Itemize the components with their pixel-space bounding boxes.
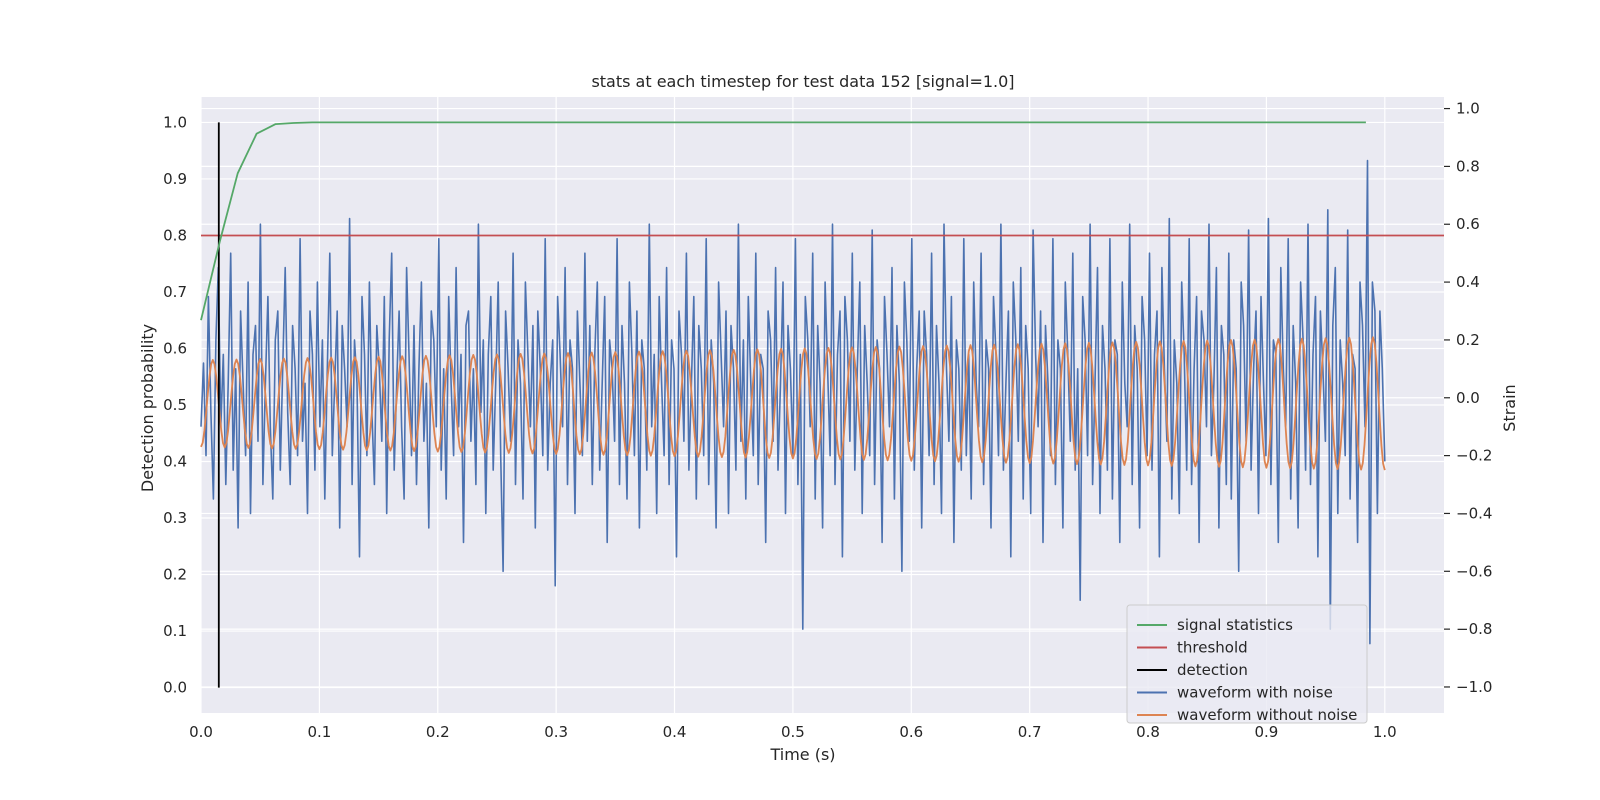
x-tick-label: 0.7 — [1018, 723, 1042, 741]
legend-label-waveform-with-noise: waveform with noise — [1177, 684, 1333, 702]
y-right-tick-label: −0.4 — [1456, 504, 1492, 522]
y-right-tick-label: −0.2 — [1456, 447, 1492, 465]
x-tick-label: 0.3 — [544, 723, 568, 741]
x-tick-label: 0.4 — [663, 723, 687, 741]
y-left-tick-label: 0.1 — [163, 622, 187, 640]
y-right-tick-label: −0.6 — [1456, 562, 1492, 580]
y-right-tick-label: 1.0 — [1456, 100, 1480, 118]
legend-label-threshold: threshold — [1177, 639, 1248, 657]
y-right-tick-label: 0.4 — [1456, 273, 1480, 291]
y-left-tick-label: 0.8 — [163, 226, 187, 244]
legend-label-signal-statistics: signal statistics — [1177, 616, 1293, 634]
y-axis-label-left: Detection probability — [138, 324, 157, 492]
y-right-tick-label: 0.6 — [1456, 215, 1480, 233]
left-axis-ticks: 0.0 0.1 0.2 0.3 0.4 0.5 0.6 0.7 0.8 0.9 1.0 — [163, 113, 187, 696]
legend-label-detection: detection — [1177, 661, 1248, 679]
y-right-tick-label: −0.8 — [1456, 620, 1492, 638]
y-left-tick-label: 0.5 — [163, 396, 187, 414]
y-right-tick-label: −1.0 — [1456, 678, 1492, 696]
x-tick-label: 0.5 — [781, 723, 805, 741]
legend-label-waveform-without-noise: waveform without noise — [1177, 706, 1357, 724]
x-tick-label: 0.9 — [1254, 723, 1278, 741]
y-axis-label-right: Strain — [1500, 384, 1519, 431]
x-tick-label: 0.0 — [189, 723, 213, 741]
y-left-tick-label: 0.9 — [163, 170, 187, 188]
series-line-waveform-without-noise — [200, 336, 1386, 471]
series-layer — [200, 121, 1444, 688]
y-right-tick-label: 0.8 — [1456, 157, 1480, 175]
y-left-tick-label: 0.7 — [163, 283, 187, 301]
chart-title: stats at each timestep for test data 152… — [591, 72, 1014, 91]
legend: signal statistics threshold detection wavef… — [1126, 604, 1368, 724]
y-left-tick-label: 1.0 — [163, 113, 187, 131]
legend-box — [1126, 604, 1368, 724]
x-tick-label: 1.0 — [1373, 723, 1397, 741]
right-axis-ticks: −1.0 −0.8 −0.6 −0.4 −0.2 0.0 0.2 0.4 0.6 0.8 1.0 — [1444, 100, 1492, 696]
x-axis-ticks: 0.0 0.1 0.2 0.3 0.4 0.5 0.6 0.7 0.8 0.9 1.0 — [189, 723, 1397, 741]
y-left-tick-label: 0.4 — [163, 453, 187, 471]
y-right-tick-label: 0.0 — [1456, 389, 1480, 407]
y-right-tick-label: 0.2 — [1456, 331, 1480, 349]
y-left-tick-label: 0.0 — [163, 679, 187, 697]
x-tick-label: 0.1 — [307, 723, 331, 741]
series-line-signal-statistics — [200, 121, 1366, 321]
y-left-tick-label: 0.6 — [163, 339, 187, 357]
y-left-tick-label: 0.3 — [163, 509, 187, 527]
x-tick-label: 0.2 — [426, 723, 450, 741]
x-tick-label: 0.6 — [899, 723, 923, 741]
x-axis-label: Time (s) — [769, 745, 835, 764]
x-tick-label: 0.8 — [1136, 723, 1160, 741]
y-left-tick-label: 0.2 — [163, 566, 187, 584]
